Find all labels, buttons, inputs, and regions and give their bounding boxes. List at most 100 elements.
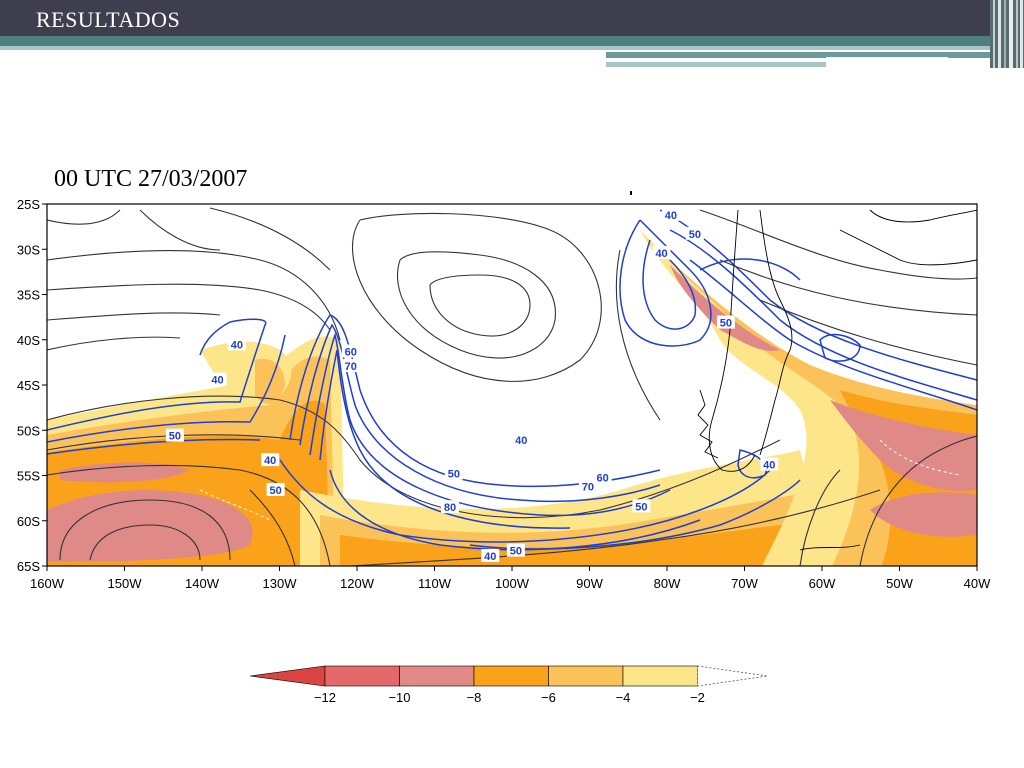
longitude-tick-label: 70W — [731, 576, 758, 591]
isotach — [309, 332, 671, 517]
contour-label: 50 — [510, 546, 522, 558]
longitude-tick-label: 120W — [340, 576, 375, 591]
shade-region — [47, 490, 253, 562]
legend-swatch — [399, 665, 475, 687]
slide-header: RESULTADOS — [0, 0, 1024, 36]
longitude-tick-label: 150W — [108, 576, 143, 591]
shade-region — [60, 462, 190, 483]
legend-label: −2 — [690, 690, 705, 705]
latitude-tick-label: 40S — [17, 333, 40, 348]
longitude-tick-label: 80W — [654, 576, 681, 591]
contour-label-bg — [341, 344, 360, 358]
shaded-field — [47, 230, 977, 566]
contour-label-bg — [632, 499, 651, 513]
legend-label: −10 — [388, 690, 410, 705]
contour-label: 60 — [597, 472, 609, 484]
contour-label: 40 — [264, 455, 276, 467]
contour-label-bg — [165, 428, 184, 442]
isotach — [642, 239, 697, 330]
jet-contours — [47, 209, 977, 551]
coastline-patagonia — [697, 389, 719, 459]
streamline — [47, 312, 221, 321]
contour-label: 50 — [169, 431, 181, 443]
contour-label: 50 — [635, 501, 647, 513]
legend-swatch — [249, 665, 326, 687]
legend-label: −6 — [541, 690, 556, 705]
legend-label: −4 — [616, 690, 631, 705]
longitude-tick-label: 90W — [576, 576, 603, 591]
streamline — [429, 274, 531, 337]
header-accent-bar-light — [606, 62, 826, 67]
longitude-axis: 160W 150W 140W 130W 120W 110W 100W 90W 80W 70W 60W… — [30, 566, 991, 591]
contour-label-bg — [441, 500, 459, 514]
isotach — [47, 318, 267, 431]
longitude-tick-label: 130W — [263, 576, 298, 591]
latitude-tick-label: 50S — [17, 423, 40, 438]
header-band-light — [0, 46, 1024, 50]
longitude-tick-label: 40W — [964, 576, 991, 591]
legend-swatch — [622, 665, 698, 687]
isotach — [669, 229, 977, 401]
longitude-tick-label: 60W — [809, 576, 836, 591]
isotach — [299, 323, 661, 503]
contour-label-bg — [481, 549, 500, 563]
streamline — [615, 249, 661, 421]
latitude-tick-label: 55S — [17, 469, 40, 484]
header-accent-line — [826, 57, 948, 59]
isotach — [279, 459, 771, 543]
contour-label: 40 — [763, 460, 775, 472]
longitude-tick-label: 110W — [418, 576, 452, 591]
isotach — [619, 219, 712, 347]
streamline — [139, 209, 221, 251]
longitude-tick-label: 160W — [30, 576, 65, 591]
contour-label: 40 — [211, 375, 223, 387]
coastline — [697, 209, 977, 551]
header-vertical-stripes — [990, 0, 1024, 68]
streamline — [209, 207, 331, 271]
contour-label-bg — [261, 453, 280, 467]
latitude-tick-label: 30S — [17, 242, 40, 257]
contour-label: 40 — [665, 210, 677, 222]
header-accent-bar — [606, 52, 1006, 58]
isotach — [819, 333, 861, 362]
contour-label-bg — [512, 433, 531, 447]
contour-label-bg — [760, 457, 779, 471]
header-band — [0, 36, 1024, 46]
contour-label: 50 — [448, 469, 460, 481]
latitude-tick-label: 35S — [17, 288, 40, 303]
streamline — [47, 395, 781, 519]
dashed-zero-contours — [199, 439, 961, 521]
shade-region — [340, 520, 830, 566]
streamline — [47, 209, 121, 225]
isotach — [469, 479, 801, 550]
contour-label: 40 — [655, 248, 667, 260]
contour-label: 40 — [484, 551, 496, 563]
zero-contour — [199, 489, 271, 521]
latitude-axis: 25S 30S 35S 40S 45S 50S 55S 60S 65S — [17, 197, 47, 574]
contour-label-bg — [593, 470, 612, 484]
contour-label-bg — [652, 245, 671, 259]
contour-label-bg — [661, 207, 680, 221]
contour-label: 70 — [582, 481, 594, 493]
contour-label-bg — [506, 543, 525, 557]
contour-label: 80 — [444, 502, 456, 514]
legend-swatch — [697, 665, 768, 687]
streamline — [349, 489, 881, 566]
streamline — [859, 435, 977, 566]
zero-contour — [879, 439, 961, 476]
streamline — [352, 212, 602, 382]
legend-label: −8 — [467, 690, 482, 705]
contour-label-bg — [227, 337, 246, 351]
shade-region — [870, 492, 977, 537]
slide-title: RESULTADOS — [36, 7, 181, 32]
streamline — [47, 249, 341, 341]
color-legend: −12 −10 −8 −6 −4 −2 — [249, 665, 768, 705]
contour-label: 70 — [345, 361, 357, 373]
streamline — [249, 489, 296, 566]
streamline — [89, 524, 201, 561]
streamline — [47, 283, 331, 331]
streamline — [47, 336, 181, 351]
contour-label-bg — [208, 372, 227, 386]
